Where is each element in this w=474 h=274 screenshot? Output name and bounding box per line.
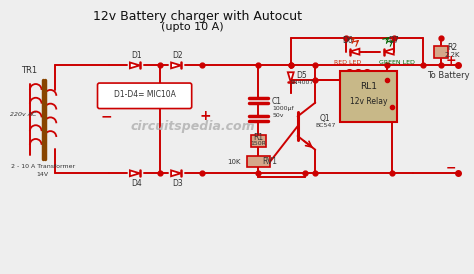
Text: circuitspedia.com: circuitspedia.com: [130, 120, 255, 133]
Text: (upto 10 A): (upto 10 A): [161, 22, 224, 32]
FancyBboxPatch shape: [98, 83, 191, 109]
Bar: [340, 71, 397, 122]
Text: D1-D4= MIC10A: D1-D4= MIC10A: [114, 90, 175, 99]
Polygon shape: [350, 49, 359, 55]
Text: RL1: RL1: [360, 82, 377, 92]
Polygon shape: [171, 62, 181, 68]
Text: 1N4007: 1N4007: [289, 79, 314, 85]
Polygon shape: [171, 170, 181, 176]
Text: Q1: Q1: [320, 114, 330, 123]
Text: To Battery: To Battery: [428, 71, 470, 80]
Text: R1: R1: [253, 133, 264, 142]
Text: TR1: TR1: [21, 66, 37, 75]
Text: 12v Battery charger with Autocut: 12v Battery charger with Autocut: [93, 10, 302, 23]
Text: 10K: 10K: [227, 159, 241, 164]
Text: D4: D4: [131, 179, 142, 188]
Text: 2 - 10 A Transformer: 2 - 10 A Transformer: [10, 164, 74, 169]
Polygon shape: [130, 170, 140, 176]
Text: +: +: [446, 54, 456, 67]
Bar: [434, 46, 448, 58]
Text: RED LED: RED LED: [334, 60, 361, 65]
Bar: [246, 156, 270, 167]
Text: −: −: [446, 162, 456, 175]
Bar: [251, 135, 266, 147]
Text: 14V: 14V: [36, 172, 49, 177]
Text: D2: D2: [173, 51, 183, 60]
Text: D3: D3: [173, 179, 183, 188]
Text: GREEN LED: GREEN LED: [379, 60, 415, 65]
Text: 50v: 50v: [272, 113, 283, 118]
Text: 2.2K: 2.2K: [445, 52, 460, 58]
Polygon shape: [288, 72, 294, 82]
Text: R2: R2: [447, 43, 458, 52]
Text: D6: D6: [342, 36, 353, 45]
Text: RV1: RV1: [262, 157, 277, 166]
Text: D7: D7: [388, 36, 399, 45]
Text: C1: C1: [272, 97, 282, 106]
Text: D1: D1: [131, 51, 142, 60]
Text: 1000µf: 1000µf: [272, 106, 294, 111]
Text: D5: D5: [296, 71, 307, 80]
Text: 150R: 150R: [250, 141, 266, 146]
Text: BC547: BC547: [315, 123, 335, 128]
Polygon shape: [130, 62, 140, 68]
Text: +: +: [200, 109, 211, 123]
Text: −: −: [100, 109, 112, 123]
Polygon shape: [384, 49, 394, 55]
Text: 12v Relay: 12v Relay: [349, 97, 387, 106]
Text: 220v AC: 220v AC: [10, 112, 36, 117]
